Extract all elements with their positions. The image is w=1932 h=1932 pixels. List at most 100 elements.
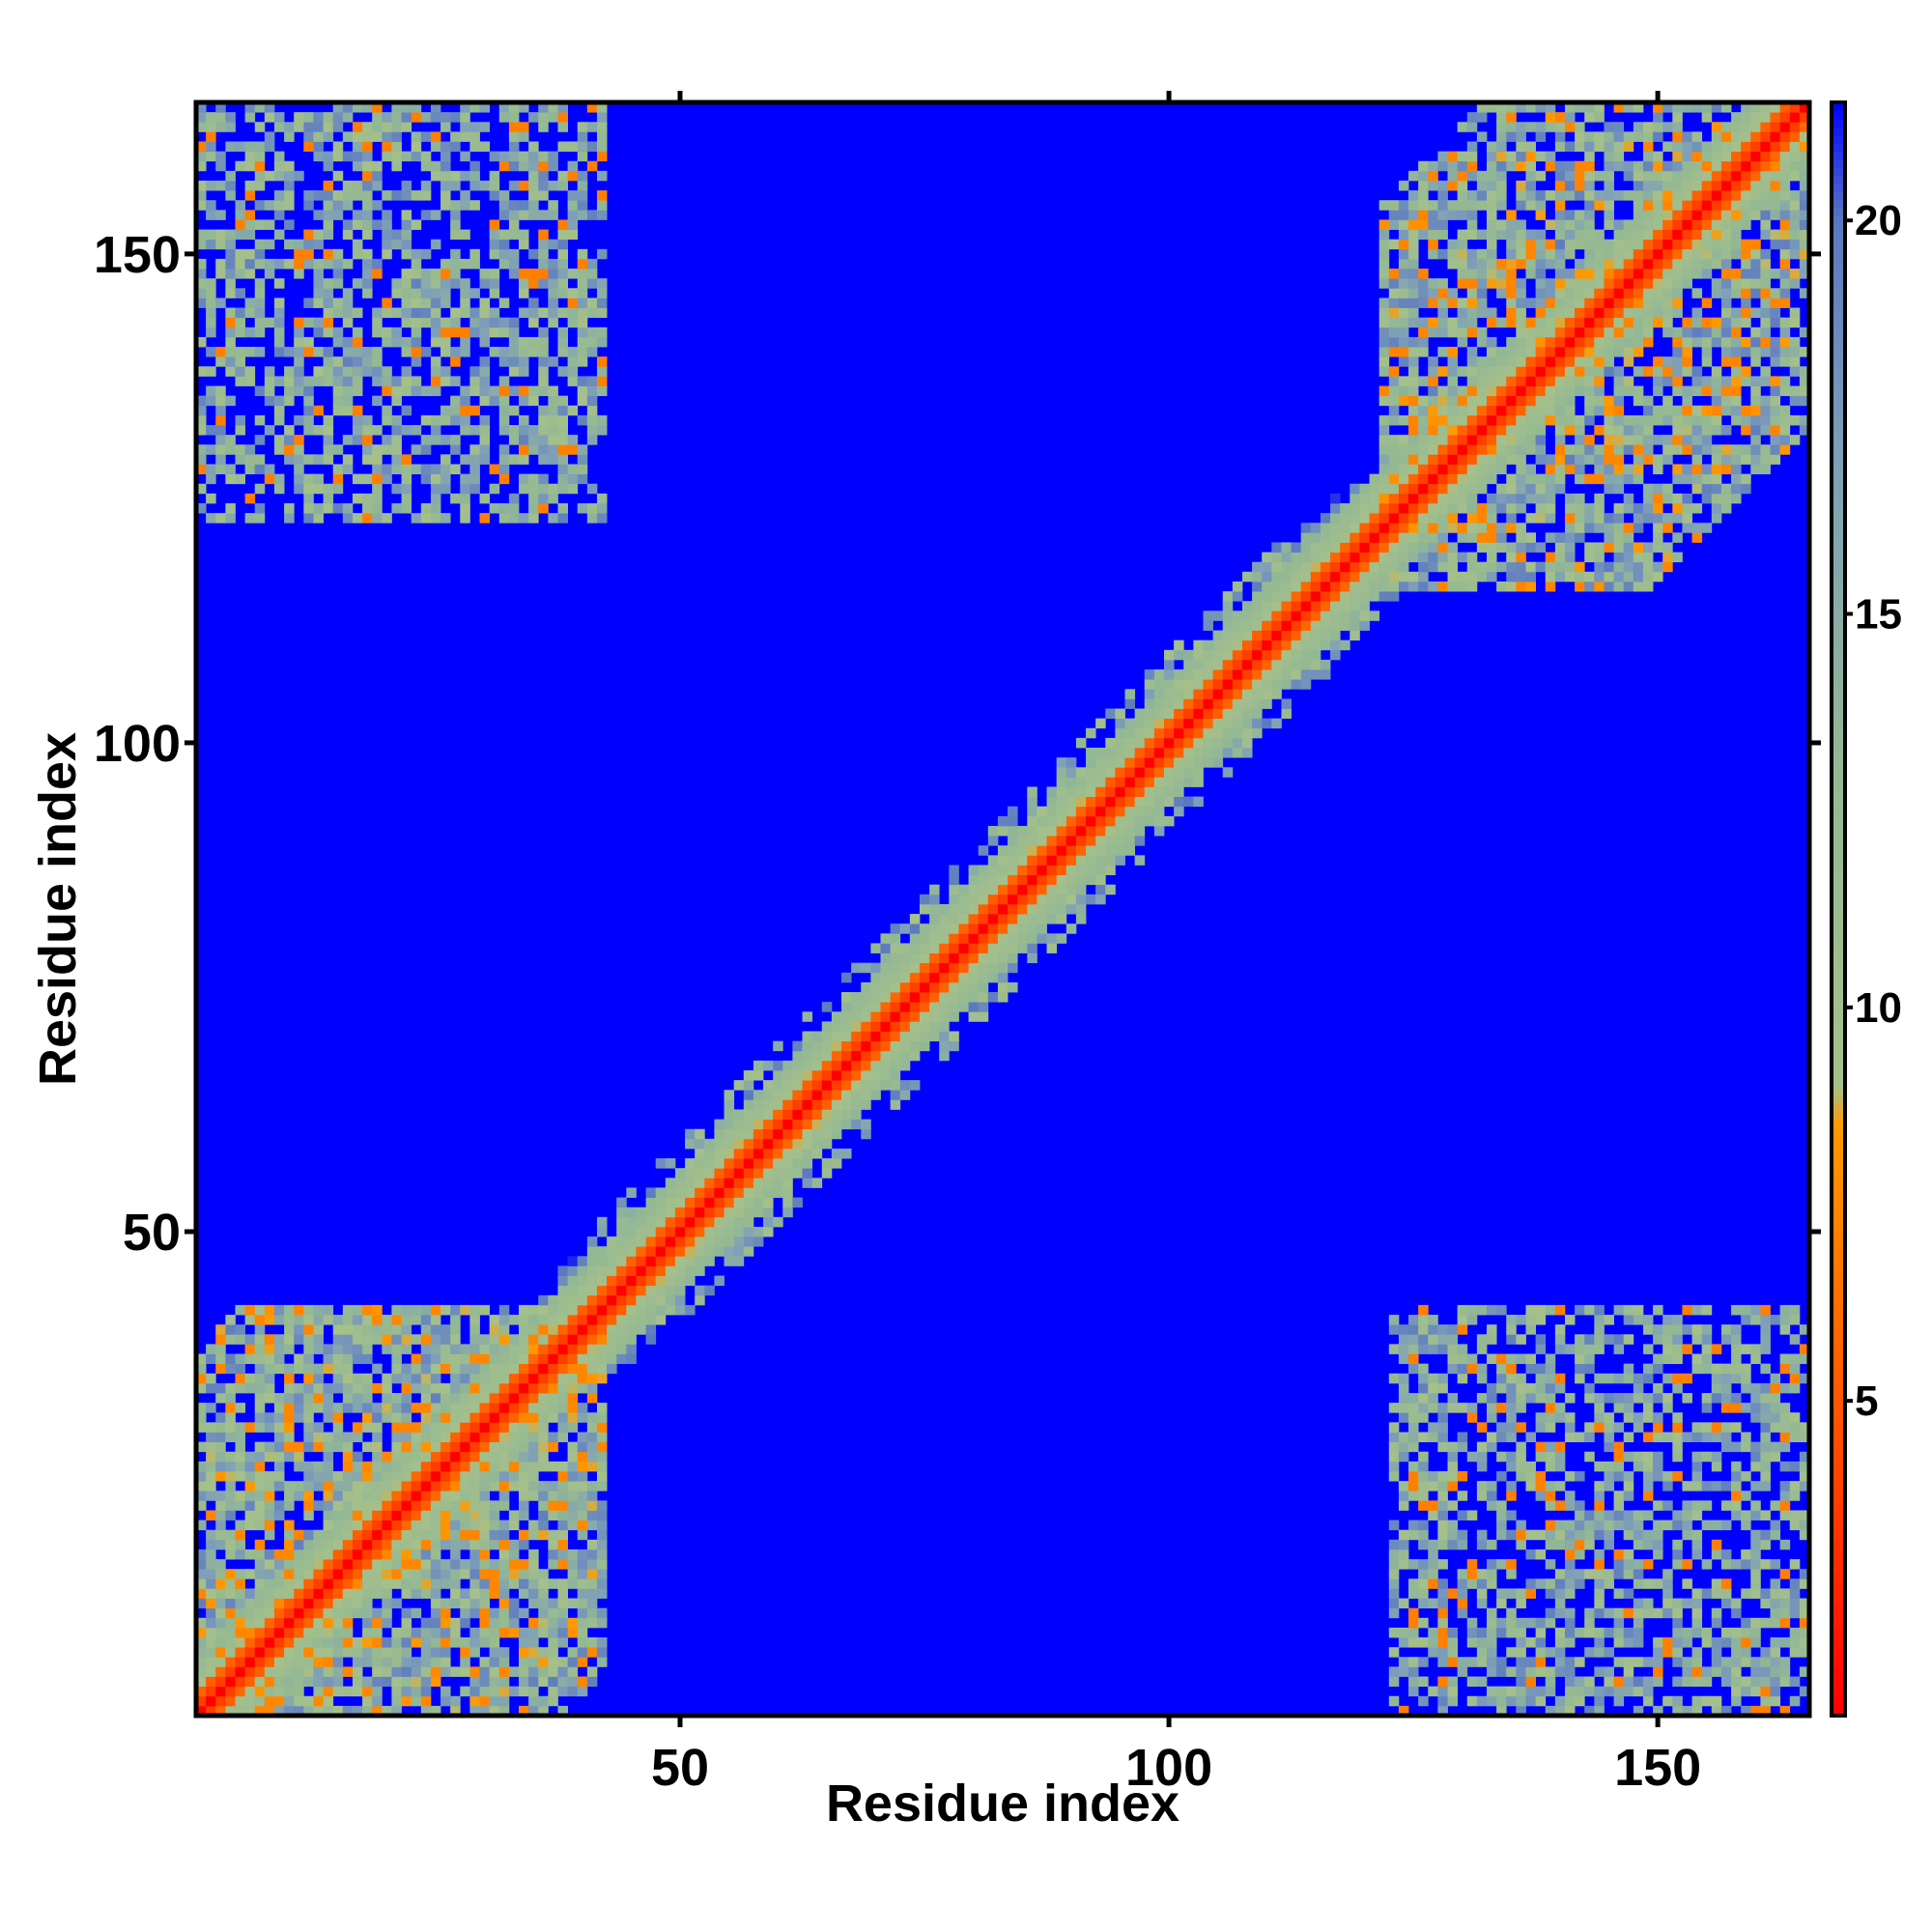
heatmap-cell (391, 1422, 402, 1433)
heatmap-cell (342, 435, 354, 445)
heatmap-cell (1535, 405, 1547, 416)
heatmap-cell (1183, 669, 1194, 680)
heatmap-cell (372, 1304, 383, 1316)
heatmap-cell (1027, 874, 1037, 886)
heatmap-cell (323, 1617, 334, 1629)
heatmap-cell (1437, 1491, 1448, 1501)
heatmap-cell (342, 1344, 354, 1354)
heatmap-cell (1525, 229, 1536, 241)
heatmap-cell (508, 141, 520, 152)
heatmap-cell (724, 1090, 735, 1100)
heatmap-cell (1056, 815, 1067, 827)
heatmap-cell (411, 307, 422, 319)
heatmap-cell (313, 1548, 324, 1560)
heatmap-cell (1252, 669, 1263, 680)
heatmap-cell (284, 1520, 295, 1531)
heatmap-cell (225, 1617, 236, 1629)
heatmap-cell (450, 200, 461, 211)
heatmap-cell (196, 425, 207, 436)
heatmap-cell (411, 1500, 422, 1511)
heatmap-cell (323, 1578, 334, 1589)
heatmap-cell (567, 1373, 579, 1384)
heatmap-cell (1487, 239, 1497, 250)
heatmap-cell (577, 190, 588, 201)
heatmap-cell (1457, 298, 1468, 308)
heatmap-cell (636, 1256, 646, 1266)
heatmap-cell (264, 1491, 275, 1501)
heatmap-cell (303, 336, 314, 348)
heatmap-cell (861, 1050, 871, 1062)
heatmap-cell (1408, 473, 1419, 485)
heatmap-cell (273, 1578, 285, 1589)
heatmap-cell (1388, 347, 1400, 357)
heatmap-cell (430, 513, 441, 524)
heatmap-cell (479, 1393, 491, 1404)
heatmap-cell (1153, 757, 1165, 768)
heatmap-cell (498, 210, 510, 220)
heatmap-cell (508, 122, 520, 132)
heatmap-cell (1398, 385, 1409, 397)
heatmap-cell (577, 385, 588, 397)
heatmap-cell (342, 347, 354, 357)
heatmap-cell (391, 1500, 402, 1511)
heatmap-cell (557, 444, 568, 455)
heatmap-cell (1398, 1637, 1409, 1648)
heatmap-cell (577, 356, 588, 367)
heatmap-cell (284, 395, 295, 407)
heatmap-cell (215, 258, 226, 270)
heatmap-cell (586, 1412, 598, 1423)
heatmap-cell (548, 425, 558, 436)
heatmap-cell (1487, 258, 1497, 270)
heatmap-cell (244, 219, 256, 230)
heatmap-cell (1496, 141, 1507, 152)
heatmap-cell (1437, 1441, 1448, 1453)
heatmap-cell (557, 502, 568, 514)
heatmap-cell (401, 1344, 412, 1354)
heatmap-cell (430, 1598, 441, 1609)
heatmap-cell (1388, 513, 1400, 524)
heatmap-cell (450, 1627, 461, 1638)
heatmap-cell (1095, 836, 1106, 846)
heatmap-cell (450, 1393, 461, 1404)
heatmap-cell (254, 1627, 266, 1638)
heatmap-cell (1388, 1324, 1400, 1335)
heatmap-cell (1457, 552, 1468, 563)
heatmap-cell (430, 425, 441, 436)
heatmap-cell (1437, 523, 1448, 533)
heatmap-cell (362, 1315, 373, 1325)
heatmap-cell (1418, 1491, 1429, 1501)
heatmap-cell (1027, 914, 1037, 924)
heatmap-cell (498, 1657, 510, 1667)
heatmap-cell (1330, 523, 1341, 533)
heatmap-cell (1418, 219, 1429, 230)
heatmap-cell (1378, 444, 1390, 455)
heatmap-cell (469, 307, 480, 319)
heatmap-cell (401, 1559, 412, 1570)
heatmap-cell (1027, 855, 1037, 866)
heatmap-cell (1496, 160, 1507, 172)
heatmap-cell (1017, 845, 1028, 856)
heatmap-cell (254, 278, 266, 289)
heatmap-cell (1496, 131, 1507, 142)
heatmap-cell (1476, 483, 1488, 495)
heatmap-cell (440, 190, 451, 201)
heatmap-cell (1525, 395, 1536, 407)
heatmap-cell (567, 1412, 579, 1423)
heatmap-cell (1115, 836, 1125, 846)
heatmap-cell (958, 1002, 969, 1012)
heatmap-cell (528, 1324, 539, 1335)
heatmap-cell (548, 1598, 558, 1609)
heatmap-cell (244, 1637, 256, 1648)
heatmap-cell (1487, 1657, 1497, 1667)
heatmap-cell (841, 1040, 852, 1052)
heatmap-cell (1535, 190, 1547, 201)
heatmap-cell (313, 1569, 324, 1579)
heatmap-cell (1008, 825, 1018, 837)
heatmap-cell (254, 1500, 266, 1511)
heatmap-cell (919, 992, 930, 1003)
heatmap-cell (1525, 122, 1536, 132)
heatmap-cell (1262, 561, 1272, 573)
heatmap-cell (1447, 327, 1459, 338)
heatmap-cell (704, 1236, 715, 1247)
heatmap-cell (1222, 689, 1234, 699)
